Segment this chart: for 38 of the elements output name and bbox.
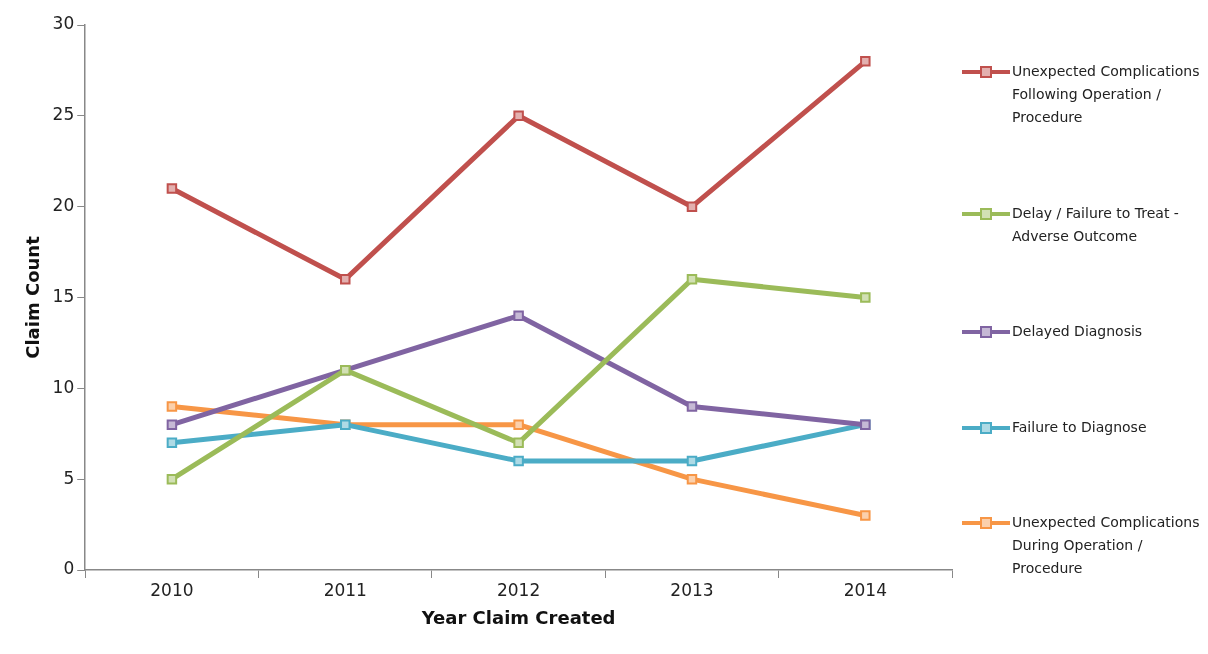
y-tick-label: 10 — [52, 376, 75, 397]
point — [513, 437, 524, 449]
x-tick-label: 2012 — [496, 579, 541, 600]
y-tick-label: 30 — [52, 13, 75, 34]
point — [860, 510, 871, 521]
legend-label: Failure to Diagnose — [1012, 417, 1147, 437]
x-tick-label: 2013 — [670, 579, 714, 600]
point — [513, 110, 524, 122]
point — [513, 419, 524, 430]
y-tick-label: 5 — [63, 467, 75, 488]
point — [166, 401, 178, 412]
x-tick-label: 2011 — [323, 579, 367, 600]
legend-label: Delay / Failure to Treat - Adverse Outcome — [1012, 203, 1180, 246]
y-tick-label: 0 — [63, 558, 75, 579]
point — [166, 473, 178, 485]
point — [166, 419, 178, 430]
y-tick-label: 20 — [52, 195, 75, 216]
point — [860, 56, 871, 67]
point — [686, 455, 698, 467]
point — [686, 473, 698, 485]
legend-label: Unexpected Complications During Operation / Procedure — [1012, 513, 1201, 578]
point — [860, 292, 871, 303]
legend-label: Delayed Diagnosis — [1012, 322, 1143, 341]
y-tick-label: 25 — [52, 104, 75, 125]
point — [686, 201, 698, 212]
x-axis-title: Year Claim Created — [420, 606, 616, 628]
x-tick-label: 2014 — [843, 579, 887, 600]
legend-label: Unexpected Complications Following Operation / Procedure — [1012, 62, 1201, 127]
y-tick-label: 15 — [52, 285, 75, 306]
y-axis-title: Claim Count — [22, 235, 44, 359]
point — [166, 183, 178, 194]
x-tick-label: 2010 — [150, 579, 194, 600]
point — [686, 274, 698, 285]
point — [166, 437, 178, 449]
point — [686, 401, 698, 412]
point — [513, 310, 524, 321]
point — [513, 455, 524, 467]
point — [340, 274, 351, 285]
